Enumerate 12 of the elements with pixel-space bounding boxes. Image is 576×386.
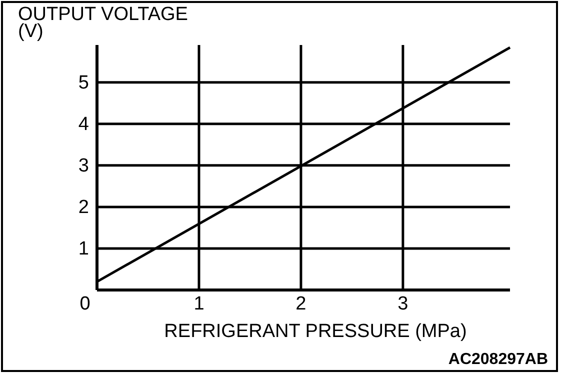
y-tick-label: 5 bbox=[78, 72, 89, 94]
x-axis-title: REFRIGERANT PRESSURE (MPa) bbox=[164, 321, 467, 342]
y-tick-label: 2 bbox=[78, 197, 89, 218]
x-tick-label: 0 bbox=[80, 293, 90, 314]
y-tick-label: 4 bbox=[78, 114, 90, 135]
x-tick-label: 3 bbox=[398, 293, 408, 314]
x-tick-label: 1 bbox=[194, 293, 204, 314]
y-axis-title: OUTPUT VOLTAGE (V) bbox=[18, 4, 188, 42]
x-tick-label: 2 bbox=[296, 293, 306, 314]
y-tick-label: 1 bbox=[78, 238, 89, 260]
y-tick-label: 3 bbox=[78, 156, 89, 177]
text: AC208297AB bbox=[448, 351, 548, 368]
